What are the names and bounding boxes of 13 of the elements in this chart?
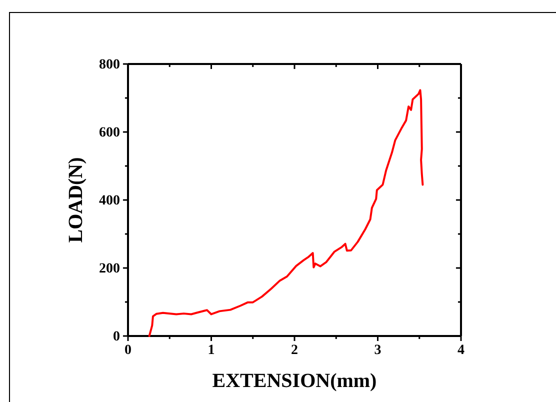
x-tick-label: 2: [291, 342, 298, 358]
x-tick-label: 3: [374, 342, 382, 358]
line-series: [148, 89, 424, 337]
y-tick-label: 0: [113, 329, 120, 344]
x-tick-label: 4: [458, 342, 464, 358]
y-axis-title: LOAD(N): [65, 157, 87, 243]
y-tick-label: 600: [99, 125, 120, 140]
x-axis-title: EXTENSION(mm): [212, 370, 377, 392]
y-tick-label: 400: [99, 193, 120, 208]
y-tick-label: 200: [99, 261, 120, 276]
y-tick-label: 800: [99, 57, 120, 72]
x-tick-label: 0: [124, 342, 132, 358]
x-tick-label: 1: [208, 342, 215, 358]
